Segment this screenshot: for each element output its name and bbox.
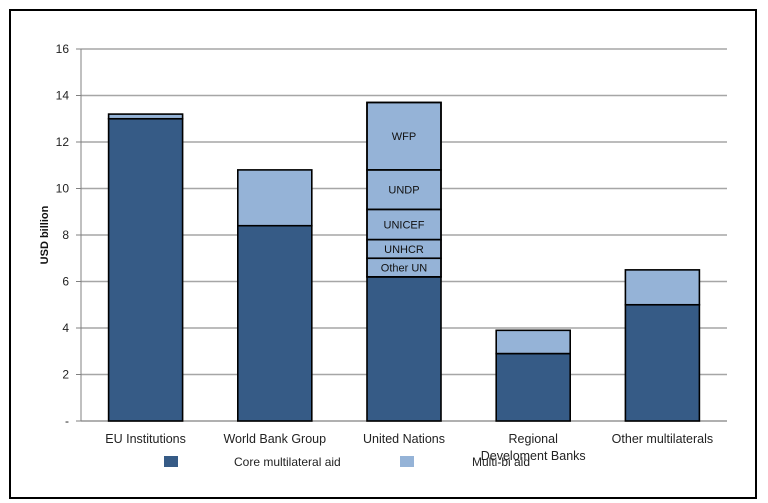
bar-multibi [107, 113, 184, 120]
y-axis-ticks: - 2 4 6 8 10 12 14 16 [56, 42, 70, 428]
un-segment-label: Other UN [381, 263, 428, 275]
un-segment-label: UNDP [388, 185, 419, 197]
x-category-label-line: Develoment Banks [481, 449, 586, 463]
legend-label: Multi-bi aid [472, 455, 530, 469]
y-tick-label: 2 [62, 368, 69, 382]
y-tick-label: 8 [62, 228, 69, 242]
x-category-label: EU Institutions [105, 432, 186, 446]
y-tick-label: 14 [56, 89, 70, 103]
y-tick-label: - [65, 414, 69, 428]
y-tick-label: 6 [62, 275, 69, 289]
un-segment-label: UNICEF [384, 220, 425, 232]
x-category-label: Other multilaterals [612, 432, 713, 446]
y-tick-label: 10 [56, 182, 70, 196]
y-tick-label: 4 [62, 321, 69, 335]
bar-core [107, 117, 184, 422]
x-category-label: World Bank Group [223, 432, 326, 446]
y-axis-label: USD billion [39, 205, 51, 264]
x-category-label: United Nations [363, 432, 445, 446]
bar-core [624, 303, 701, 422]
bar-core [495, 352, 572, 422]
bar-multibi [237, 169, 313, 227]
x-category-label: Regional Develoment Banks [481, 432, 586, 463]
bars [107, 101, 701, 422]
un-segment-label: UNHCR [384, 244, 424, 256]
x-category-label-line: United Nations [363, 432, 445, 446]
un-segment-border [366, 101, 442, 171]
x-category-label-line: Regional [509, 432, 558, 446]
legend-swatch [164, 456, 178, 467]
x-category-label-line: World Bank Group [223, 432, 326, 446]
bar-multibi [495, 329, 572, 355]
x-category-label-line: EU Institutions [105, 432, 186, 446]
y-tick-label: 12 [56, 135, 70, 149]
y-tick-label: 16 [56, 42, 70, 56]
x-category-label-line: Other multilaterals [612, 432, 713, 446]
bar-core [237, 224, 313, 422]
bar-multibi [624, 269, 701, 306]
legend-swatch [400, 456, 414, 467]
legend-label: Core multilateral aid [234, 455, 341, 469]
segment-labels: Other UN UNHCR UNICEF UNDP WFP [366, 101, 442, 278]
legend: Core multilateral aid Multi-bi aid [164, 455, 530, 469]
un-segment-label: WFP [392, 131, 416, 143]
bar-core [366, 276, 442, 422]
y-axis-title: USD billion [39, 205, 51, 264]
x-axis-categories: EU Institutions World Bank Group United Na… [105, 432, 713, 463]
